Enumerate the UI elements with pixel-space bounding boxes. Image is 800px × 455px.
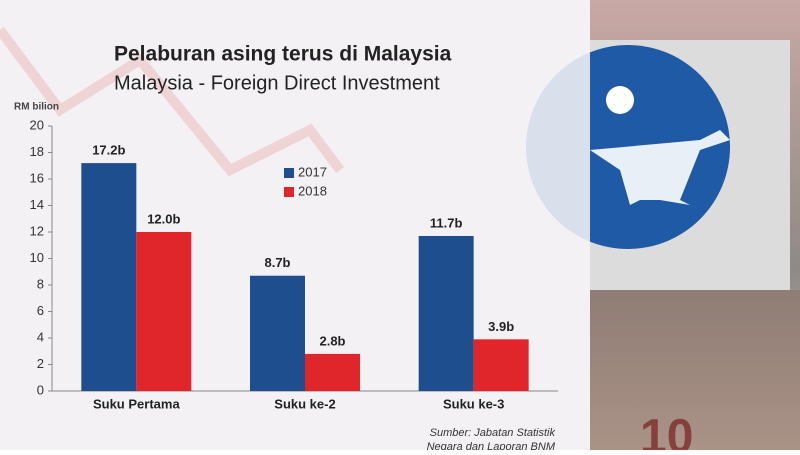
- bar: [418, 235, 474, 391]
- x-tick-label: Suku Pertama: [93, 396, 180, 411]
- logo-moon: [606, 86, 634, 114]
- value-label: 17.2b: [92, 143, 125, 158]
- y-tick-label: 0: [37, 382, 44, 397]
- decor-arrow: [0, 27, 344, 177]
- logo-emblem: [590, 130, 730, 205]
- y-tick-label: 18: [30, 144, 44, 159]
- y-tick-label: 12: [30, 223, 44, 238]
- photo-building: [590, 290, 800, 450]
- y-tick-label: 16: [30, 170, 44, 185]
- legend-label: 2018: [298, 183, 327, 198]
- value-label: 8.7b: [264, 255, 290, 270]
- chart-subtitle: Malaysia - Foreign Direct Investment: [114, 72, 440, 94]
- y-tick-label: 2: [37, 356, 44, 371]
- bar: [81, 163, 137, 391]
- value-label: 2.8b: [319, 333, 345, 348]
- y-tick-label: 6: [37, 303, 44, 318]
- legend-swatch: [284, 187, 294, 197]
- bar: [305, 353, 360, 391]
- bar: [136, 232, 192, 391]
- x-tick-label: Suku ke-3: [443, 396, 504, 411]
- x-tick-label: Suku ke-2: [274, 396, 335, 411]
- y-tick-label: 14: [30, 197, 44, 212]
- source: Sumber: Jabatan Statistik: [430, 427, 556, 439]
- banknote: 10: [640, 411, 693, 450]
- y-axis-label: RM bilion: [14, 102, 59, 113]
- y-tick-label: 4: [37, 329, 44, 344]
- y-tick-label: 10: [30, 250, 44, 265]
- bar: [250, 275, 305, 391]
- source: Negara dan Laporan BNM: [427, 441, 556, 450]
- value-label: 3.9b: [488, 319, 514, 334]
- legend-swatch: [284, 168, 294, 178]
- value-label: 11.7b: [430, 215, 463, 230]
- bar: [473, 339, 529, 391]
- chart-title: Pelaburan asing terus di Malaysia: [114, 43, 452, 66]
- y-tick-label: 8: [37, 276, 44, 291]
- y-tick-label: 20: [30, 117, 44, 132]
- legend-label: 2017: [298, 164, 327, 179]
- value-label: 12.0b: [147, 211, 180, 226]
